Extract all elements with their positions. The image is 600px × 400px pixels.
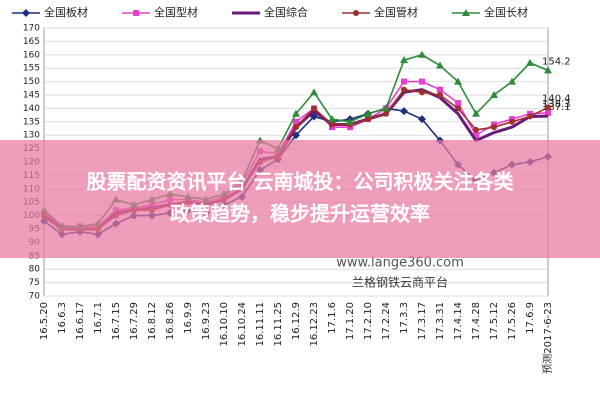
- value-label: 137.1: [542, 102, 571, 113]
- x-tick-label: 17.6.9: [525, 302, 536, 334]
- banner: [0, 140, 600, 258]
- marker: [472, 109, 480, 117]
- marker: [383, 110, 389, 117]
- marker: [462, 9, 470, 16]
- x-tick-label: 16.7.1: [93, 302, 104, 334]
- x-tick-label: 16.7.15: [111, 302, 122, 340]
- banner-text: 政策趋势，稳步提升运营效率: [170, 202, 430, 226]
- x-tick-label: 16.6.17: [75, 302, 86, 340]
- marker: [527, 113, 533, 120]
- x-tick-label: 16.11.25: [273, 302, 284, 347]
- x-tick-label: 17.2.24: [381, 302, 392, 340]
- marker: [365, 116, 371, 123]
- marker: [22, 9, 30, 17]
- marker: [509, 118, 515, 125]
- marker: [133, 10, 139, 16]
- marker: [454, 77, 462, 85]
- marker: [545, 104, 551, 111]
- marker: [437, 92, 443, 98]
- x-tick-label: 16.11.11: [255, 302, 266, 347]
- x-tick-label: 16.10.10: [219, 302, 230, 347]
- y-tick-label: 160: [23, 50, 40, 60]
- marker: [400, 56, 408, 64]
- x-tick-label: 16.6.3: [57, 302, 68, 334]
- x-tick-label: 16.8.26: [165, 302, 176, 340]
- marker: [346, 117, 354, 125]
- marker: [437, 86, 443, 93]
- banner-text: 股票配资资讯平台 云南城投：公司积极关注各类: [87, 170, 514, 194]
- x-tick-label: 17.4.14: [453, 302, 464, 340]
- marker: [436, 61, 444, 69]
- marker: [364, 109, 372, 117]
- x-tick-label: 16.12.23: [309, 302, 320, 347]
- marker: [473, 132, 479, 139]
- marker: [419, 89, 425, 96]
- value-label: 138.3: [542, 99, 571, 110]
- y-tick-label: 155: [23, 64, 40, 74]
- y-tick-label: 165: [23, 37, 40, 47]
- watermark: www.lange360.com: [336, 256, 464, 271]
- marker: [328, 115, 336, 123]
- y-tick-label: 135: [23, 117, 40, 127]
- x-tick-label: 16.9.9: [183, 302, 194, 334]
- y-tick-label: 145: [23, 91, 40, 101]
- marker: [526, 58, 534, 66]
- x-tick-label: 17.1.6: [327, 302, 338, 334]
- x-tick-label: 17.5.12: [489, 302, 500, 340]
- x-tick-label: 16.12.9: [291, 302, 302, 340]
- marker: [419, 78, 425, 85]
- x-tick-label: 17.5.26: [507, 302, 518, 340]
- value-label: 154.2: [542, 56, 571, 67]
- marker: [353, 10, 359, 16]
- x-tick-label: 16.8.12: [147, 302, 158, 340]
- x-tick-label: 16.9.23: [201, 302, 212, 340]
- x-tick-label: 17.1.20: [345, 302, 356, 340]
- legend-label: 全国型材: [154, 5, 198, 19]
- marker: [545, 109, 551, 116]
- marker: [491, 124, 497, 131]
- marker: [544, 66, 552, 74]
- marker: [292, 109, 300, 117]
- legend-label: 全国管材: [374, 5, 418, 19]
- marker: [310, 88, 318, 96]
- watermark: 兰格钢铁云商平台: [352, 275, 448, 290]
- legend-label: 全国板材: [44, 5, 88, 19]
- marker: [329, 121, 335, 128]
- x-tick-label: 17.2.10: [363, 302, 374, 340]
- marker: [401, 86, 407, 93]
- marker: [293, 124, 299, 131]
- marker: [508, 77, 516, 85]
- marker: [473, 126, 479, 133]
- y-tick-label: 170: [23, 24, 40, 34]
- marker: [400, 107, 408, 116]
- marker: [401, 78, 407, 85]
- y-tick-label: 70: [29, 292, 41, 302]
- y-tick-label: 140: [23, 104, 40, 114]
- x-tick-label: 16.7.29: [129, 302, 140, 340]
- x-tick-label: 16.10.24: [237, 302, 248, 347]
- value-label: 140.4: [542, 93, 571, 104]
- marker: [311, 105, 317, 112]
- x-tick-label: 17.4.28: [471, 302, 482, 340]
- y-tick-label: 75: [29, 278, 40, 288]
- x-tick-label: 17.3.3: [399, 302, 410, 334]
- legend-label: 全国长材: [484, 5, 528, 19]
- legend-label: 全国综合: [264, 5, 308, 19]
- y-tick-label: 150: [23, 77, 40, 87]
- marker: [382, 104, 390, 112]
- x-tick-label: 预测2017-6-23: [541, 302, 554, 374]
- marker: [293, 118, 299, 125]
- x-tick-label: 16.5.20: [39, 302, 50, 340]
- marker: [418, 115, 426, 124]
- marker: [455, 100, 461, 107]
- x-tick-label: 17.3.17: [417, 302, 428, 340]
- marker: [490, 91, 498, 98]
- y-tick-label: 130: [23, 131, 40, 141]
- x-tick-label: 17.3.31: [435, 302, 446, 340]
- y-tick-label: 80: [29, 265, 41, 275]
- marker: [418, 50, 426, 58]
- marker: [455, 105, 461, 112]
